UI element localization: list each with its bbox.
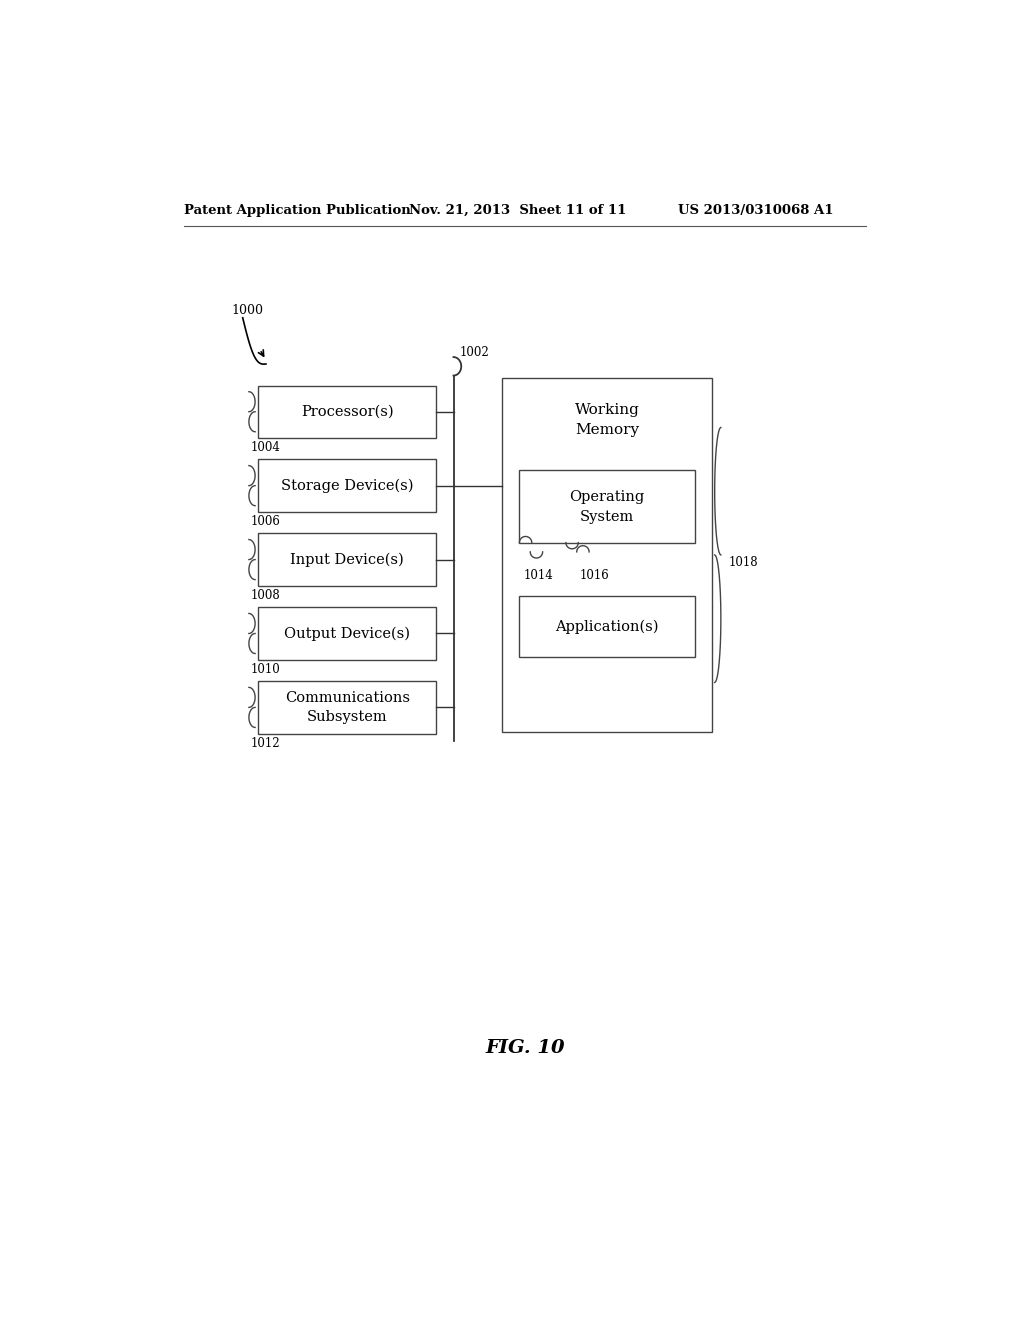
Bar [258,533,436,586]
Text: Application(s): Application(s) [555,619,658,634]
Text: 1004: 1004 [251,441,281,454]
Text: 1018: 1018 [729,556,758,569]
Text: Communications
Subsystem: Communications Subsystem [285,690,410,725]
Text: 1014: 1014 [523,569,553,582]
Text: Input Device(s): Input Device(s) [291,552,404,566]
Text: US 2013/0310068 A1: US 2013/0310068 A1 [678,205,834,218]
Bar [519,470,694,544]
Text: Processor(s): Processor(s) [301,405,393,418]
Text: Storage Device(s): Storage Device(s) [281,478,414,492]
Bar [503,378,712,733]
Text: 1016: 1016 [580,569,609,582]
Text: 1012: 1012 [251,737,281,750]
Text: 1000: 1000 [231,305,263,317]
Bar [258,385,436,438]
Bar [258,607,436,660]
Bar [519,595,694,657]
Bar [258,459,436,512]
Text: 1010: 1010 [251,663,281,676]
Text: Operating
System: Operating System [569,490,644,524]
Text: FIG. 10: FIG. 10 [485,1039,564,1057]
Text: Working
Memory: Working Memory [574,404,639,437]
Text: 1006: 1006 [251,515,281,528]
Text: 1002: 1002 [460,346,489,359]
Text: 1008: 1008 [251,589,281,602]
Text: Nov. 21, 2013  Sheet 11 of 11: Nov. 21, 2013 Sheet 11 of 11 [409,205,626,218]
Bar [258,681,436,734]
Text: Output Device(s): Output Device(s) [285,626,411,640]
Text: Patent Application Publication: Patent Application Publication [183,205,411,218]
